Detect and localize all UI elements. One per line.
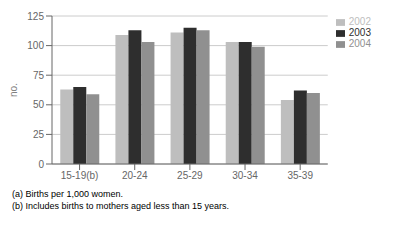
svg-text:50: 50 bbox=[33, 99, 45, 110]
svg-text:75: 75 bbox=[33, 70, 45, 81]
svg-text:0: 0 bbox=[38, 159, 44, 170]
html-text:(b) Includes births to mothers: (b) Includes births to mothers aged less… bbox=[12, 201, 230, 211]
svg-text:30-34: 30-34 bbox=[232, 170, 258, 181]
svg-text:125: 125 bbox=[27, 11, 44, 22]
svg-text:no.: no. bbox=[8, 83, 19, 97]
html-text:2003: 2003 bbox=[348, 27, 371, 38]
html-text:(a) Births per 1,000 women.: (a) Births per 1,000 women. bbox=[12, 189, 124, 199]
svg-text:25: 25 bbox=[33, 129, 45, 140]
html-text:2004: 2004 bbox=[348, 38, 371, 49]
svg-text:25-29: 25-29 bbox=[177, 170, 203, 181]
html-text:2002: 2002 bbox=[348, 16, 371, 27]
svg-text:15-19(b): 15-19(b) bbox=[61, 170, 99, 181]
svg-text:20-24: 20-24 bbox=[122, 170, 148, 181]
svg-text:100: 100 bbox=[27, 40, 44, 51]
svg-text:35-39: 35-39 bbox=[287, 170, 313, 181]
